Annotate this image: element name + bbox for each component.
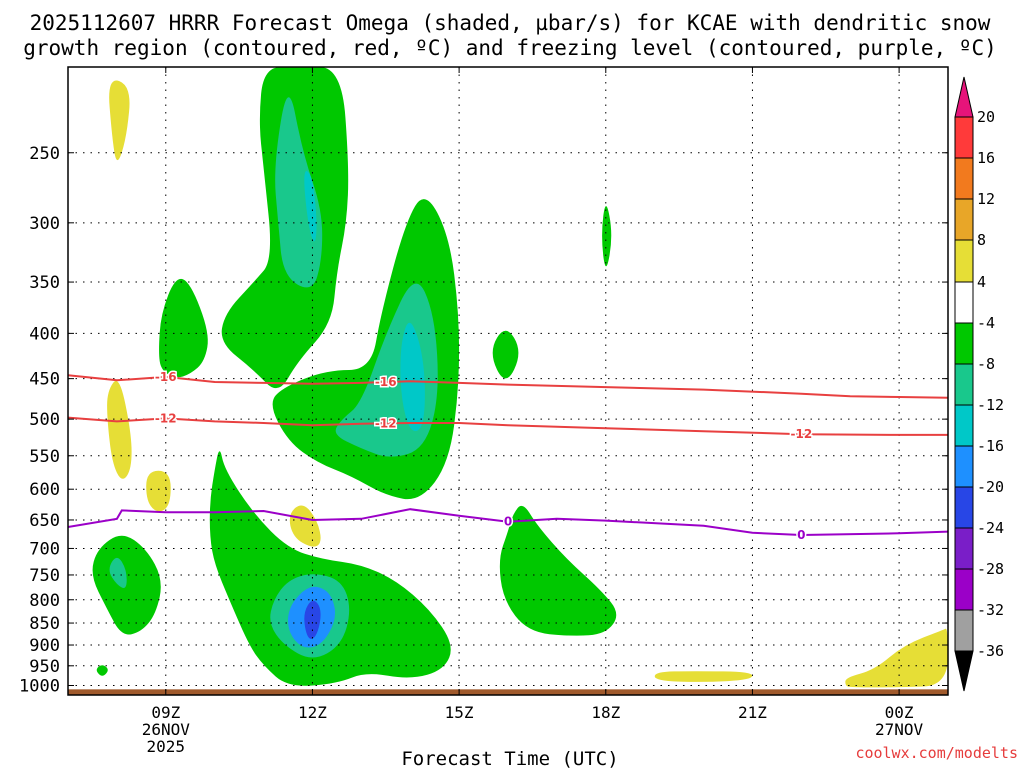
freezing-level-label: 0 — [504, 515, 512, 529]
omega-region — [499, 505, 617, 636]
omega-region — [146, 470, 171, 512]
y-tick-label: 400 — [29, 324, 60, 344]
temperature-contours: -16 -16 -12 -12 -12 0 0 — [67, 368, 949, 544]
ground-band — [68, 689, 948, 695]
dendritic-contour-label: -12 — [155, 411, 177, 425]
colorbar-label: -36 — [977, 642, 1004, 660]
colorbar-swatch — [954, 486, 974, 529]
colorbar: 20 16 12 8 4 -4 -8 -12 -16 -20 -24 -28 -32 -36 — [954, 76, 1004, 692]
y-tick-label: 950 — [29, 657, 60, 677]
colorbar-swatch — [954, 527, 974, 570]
omega-region — [159, 278, 208, 378]
omega-region — [109, 557, 127, 588]
freezing-level-label: 0 — [797, 528, 805, 542]
colorbar-label: -28 — [977, 560, 1004, 578]
omega-region — [109, 80, 130, 161]
omega-region — [492, 330, 519, 379]
y-tick-label: 600 — [29, 480, 60, 500]
dendritic-contour-label: -16 — [375, 375, 397, 389]
omega-region — [107, 380, 132, 479]
omega-region — [96, 665, 108, 676]
omega-region — [289, 505, 321, 547]
y-tick-label: 350 — [29, 273, 60, 293]
omega-region — [275, 97, 323, 288]
x-tick-label: 15Z — [445, 703, 474, 722]
x-tick-label: 12Z — [298, 703, 327, 722]
omega-region — [304, 600, 321, 639]
y-tick-label: 900 — [29, 636, 60, 656]
colorbar-swatch — [954, 281, 974, 324]
x-tick-label: 26NOV — [142, 720, 191, 739]
omega-region — [304, 171, 317, 242]
freezing-level-line — [67, 508, 949, 537]
colorbar-label: -20 — [977, 478, 1004, 496]
credit-text: coolwx.com/modelts — [855, 744, 1018, 762]
colorbar-label: -24 — [977, 519, 1004, 537]
colorbar-swatch — [954, 239, 974, 283]
colorbar-swatch — [954, 157, 974, 200]
dendritic-contour-line — [67, 374, 949, 399]
colorbar-swatch — [954, 609, 974, 652]
x-tick-label: 21Z — [738, 703, 767, 722]
y-tick-label: 650 — [29, 511, 60, 531]
y-tick-label: 450 — [29, 370, 60, 390]
colorbar-label: 12 — [977, 190, 995, 208]
y-tick-label: 700 — [29, 539, 60, 559]
dendritic-contour-label: -12 — [790, 427, 812, 441]
x-tick-label: 09Z — [151, 703, 180, 722]
colorbar-swatch — [954, 198, 974, 241]
y-axis-ticks: 2503003504004505005506006507007508008509… — [19, 144, 948, 697]
colorbar-swatch — [954, 445, 974, 488]
colorbar-swatch — [954, 568, 974, 611]
colorbar-swatch — [954, 116, 974, 159]
omega-regions — [92, 67, 948, 688]
chart-title-line1: 2025112607 HRRR Forecast Omega (shaded, … — [30, 11, 991, 35]
colorbar-swatch — [954, 404, 974, 447]
omega-region — [92, 535, 161, 635]
omega-region — [654, 671, 753, 682]
y-tick-label: 750 — [29, 566, 60, 586]
y-tick-label: 800 — [29, 591, 60, 611]
dendritic-contour-line — [67, 416, 948, 436]
x-tick-label: 2025 — [147, 737, 186, 756]
colorbar-label: 16 — [977, 149, 995, 167]
colorbar-label: -16 — [977, 437, 1004, 455]
omega-region — [845, 628, 948, 688]
y-tick-label: 300 — [29, 214, 60, 234]
colorbar-bottom-arrow — [954, 650, 974, 692]
colorbar-label: -8 — [977, 355, 995, 373]
colorbar-top-arrow — [954, 76, 974, 118]
x-tick-label: 27NOV — [875, 720, 924, 739]
dendritic-contour-label: -16 — [155, 370, 177, 384]
plot-frame — [67, 66, 949, 696]
colorbar-label: -12 — [977, 396, 1004, 414]
x-tick-label: 18Z — [591, 703, 620, 722]
omega-region — [602, 206, 612, 267]
y-tick-label: 850 — [29, 614, 60, 634]
chart-title-line2: growth region (contoured, red, ºC) and f… — [23, 36, 997, 60]
x-axis-label: Forecast Time (UTC) — [401, 748, 618, 768]
y-tick-label: 550 — [29, 447, 60, 467]
dendritic-contour-label: -12 — [375, 416, 397, 430]
colorbar-label: -32 — [977, 601, 1004, 619]
colorbar-swatch — [954, 363, 974, 406]
colorbar-label: 4 — [977, 273, 986, 291]
omega-region — [400, 322, 425, 432]
colorbar-label: 8 — [977, 231, 986, 249]
ground-rect — [68, 689, 948, 695]
colorbar-label: -4 — [977, 314, 995, 332]
y-tick-label: 250 — [29, 144, 60, 164]
colorbar-swatch — [954, 322, 974, 365]
omega-region — [209, 451, 451, 686]
y-tick-label: 1000 — [19, 677, 60, 697]
colorbar-label: 20 — [977, 108, 995, 126]
x-tick-label: 00Z — [885, 703, 914, 722]
y-tick-label: 500 — [29, 410, 60, 430]
